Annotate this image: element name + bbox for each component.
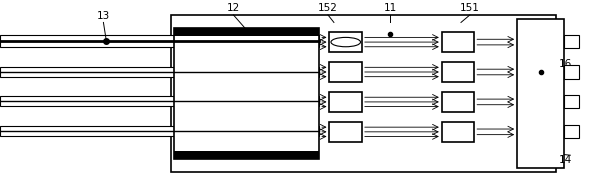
Bar [564,125,579,138]
Bar [0,96,319,106]
Text: 16: 16 [558,59,571,69]
Bar [0,67,319,77]
Bar [330,92,362,112]
Text: 151: 151 [460,3,480,13]
Bar [564,35,579,48]
Bar [330,32,362,52]
Bar [330,62,362,82]
Bar [0,35,319,47]
Bar [564,65,579,79]
Bar [174,151,319,159]
Bar [174,28,319,36]
Bar [517,19,564,168]
Text: 12: 12 [227,3,240,13]
Bar [174,28,319,159]
Bar [442,62,475,82]
Circle shape [331,37,361,47]
Text: 11: 11 [384,3,397,13]
Text: 152: 152 [318,3,338,13]
Bar [442,32,475,52]
Bar [564,95,579,108]
Bar [0,126,319,136]
Bar [330,122,362,142]
Bar [442,122,475,142]
Bar [171,15,556,172]
Bar [442,92,475,112]
Text: 14: 14 [558,155,571,165]
Text: 13: 13 [97,11,110,21]
